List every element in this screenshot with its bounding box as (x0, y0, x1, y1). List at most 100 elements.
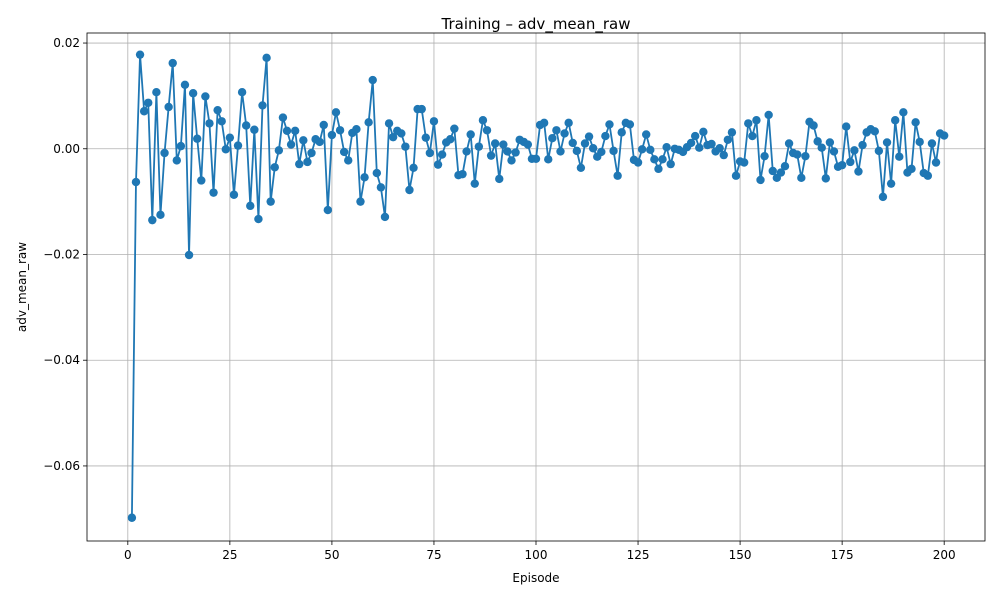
data-point (686, 138, 696, 148)
data-point (760, 151, 769, 161)
data-point (499, 140, 508, 149)
data-point (780, 162, 790, 171)
data-point (278, 113, 288, 122)
data-point (135, 50, 145, 59)
data-point (339, 147, 349, 157)
data-point (731, 171, 741, 180)
data-point (344, 156, 353, 165)
data-point (842, 122, 851, 131)
data-point (821, 174, 831, 183)
y-axis-label: adv_mean_raw (15, 242, 29, 332)
data-point (360, 173, 369, 182)
data-point (213, 105, 222, 115)
x-tick-label: 150 (729, 548, 752, 562)
data-point (507, 156, 516, 165)
x-tick-label: 125 (627, 548, 650, 562)
data-point (274, 146, 284, 155)
data-point (613, 171, 622, 180)
data-point (262, 53, 271, 63)
data-point (784, 139, 794, 148)
data-point (939, 131, 949, 140)
data-point (829, 147, 839, 156)
data-point (188, 89, 198, 98)
data-point (470, 179, 479, 188)
data-point (633, 158, 643, 167)
data-point (323, 205, 333, 215)
data-point (282, 126, 292, 135)
series-line (131, 53, 945, 518)
data-point (915, 137, 924, 147)
data-point (250, 125, 259, 134)
data-point (654, 164, 663, 174)
data-point (307, 148, 316, 158)
data-point (246, 201, 255, 211)
data-point (719, 150, 728, 160)
data-point (523, 140, 533, 149)
data-point (837, 160, 847, 170)
data-point (797, 173, 806, 183)
data-point (662, 142, 671, 152)
x-tick-label: 0 (124, 548, 132, 562)
data-point (286, 140, 296, 149)
data-point (911, 118, 920, 127)
data-point (433, 160, 443, 169)
y-tick-label: 0.00 (53, 142, 80, 156)
data-point (776, 168, 786, 177)
data-point (748, 131, 757, 141)
data-point (315, 137, 324, 147)
data-point (266, 197, 275, 206)
y-tick-label: −0.02 (43, 247, 80, 261)
x-axis-label: Episode (512, 571, 559, 585)
data-series (127, 50, 949, 522)
data-point (588, 144, 598, 153)
data-point (462, 147, 471, 156)
data-point (793, 150, 802, 159)
chart-title: Training – adv_mean_raw (441, 15, 631, 34)
data-point (172, 156, 181, 165)
data-point (690, 131, 700, 141)
data-point (270, 163, 279, 172)
data-point (576, 163, 586, 172)
data-point (560, 129, 569, 138)
data-point (148, 215, 157, 225)
data-point (364, 118, 373, 127)
data-point (931, 158, 941, 167)
data-point (193, 134, 202, 143)
data-point (609, 146, 618, 156)
data-point (556, 147, 565, 156)
data-point (425, 148, 435, 158)
data-point (144, 98, 153, 107)
axis-ticks: 0 25 50 75 100 125 150 175 200 −0.06 −0.04 −0.02 0.0… (43, 36, 955, 562)
data-point (695, 143, 704, 152)
data-point (548, 133, 557, 143)
data-point (466, 130, 475, 139)
data-point (552, 126, 561, 135)
data-point (617, 128, 626, 137)
data-point (605, 120, 614, 129)
data-point (209, 188, 218, 197)
data-point (160, 148, 169, 158)
data-point (801, 151, 810, 161)
data-point (180, 80, 190, 90)
data-point (429, 117, 439, 126)
data-point (727, 128, 737, 137)
data-point (744, 119, 753, 128)
y-tick-label: 0.02 (53, 36, 80, 50)
x-tick-label: 100 (525, 548, 548, 562)
data-point (233, 141, 243, 150)
data-point (229, 190, 239, 199)
data-point (544, 155, 553, 164)
data-point (666, 159, 675, 169)
data-point (923, 171, 933, 180)
x-tick-label: 75 (426, 548, 441, 562)
data-point (597, 147, 606, 157)
data-point (756, 175, 765, 185)
data-point (486, 151, 496, 160)
data-point (152, 88, 161, 97)
data-point (409, 163, 418, 172)
data-point (139, 107, 149, 116)
data-point (882, 138, 892, 147)
data-point (368, 75, 377, 85)
